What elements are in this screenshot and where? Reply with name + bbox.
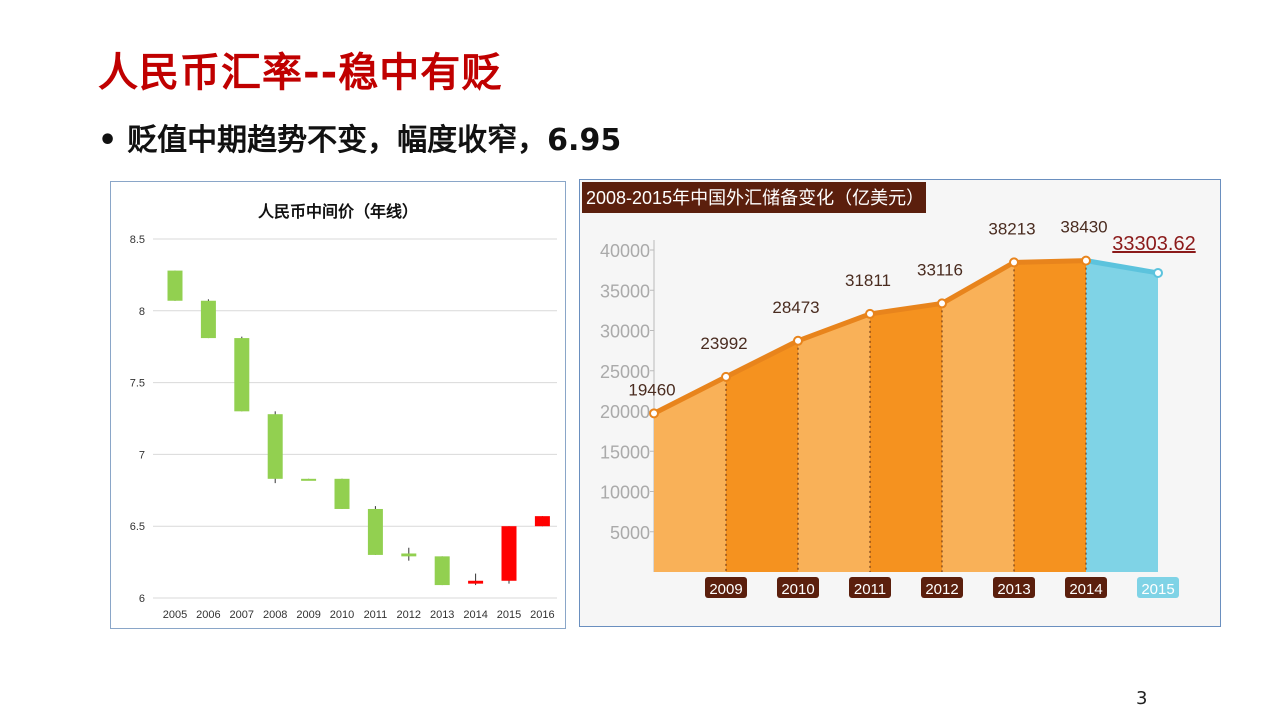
series-line	[1085, 258, 1159, 276]
y-tick-label: 7.5	[130, 378, 145, 390]
x-tick-label: 2008	[263, 609, 287, 621]
chart-title: 人民币中间价（年线）	[258, 202, 418, 221]
data-point	[1081, 255, 1091, 266]
area-segment	[942, 264, 1014, 572]
series-line	[724, 338, 800, 380]
candle-body	[434, 556, 450, 586]
candle-body	[401, 553, 417, 557]
x-tick-label: 2010	[330, 609, 354, 621]
series-line	[1013, 258, 1087, 265]
data-label: 38430	[1060, 218, 1107, 237]
x-tick-label: 2012	[925, 581, 958, 598]
x-label-box	[849, 577, 891, 598]
x-tick-label: 2014	[463, 609, 487, 621]
data-point	[865, 308, 875, 319]
y-tick-label: 6	[139, 593, 145, 605]
x-tick-label: 2005	[163, 609, 187, 621]
data-point	[937, 298, 947, 309]
y-tick-label: 10000	[600, 483, 650, 503]
x-tick-label: 2009	[709, 581, 742, 598]
area-segment	[798, 315, 870, 572]
x-tick-label: 2015	[497, 609, 521, 621]
x-label-box	[921, 577, 963, 598]
y-tick-label: 8.5	[130, 234, 145, 246]
candle-body	[234, 338, 250, 412]
area-segment	[1086, 262, 1158, 572]
y-tick-label: 35000	[600, 281, 650, 301]
series-line	[652, 374, 728, 416]
x-tick-label: 2011	[854, 581, 886, 598]
x-tick-label: 2007	[230, 609, 254, 621]
y-tick-label: 6.5	[130, 521, 145, 533]
slide-title: 人民币汇率--稳中有贬	[98, 50, 503, 96]
y-tick-label: 25000	[600, 362, 650, 382]
data-label: 19460	[628, 380, 675, 399]
candle-body	[501, 526, 517, 581]
area-segment	[726, 342, 798, 572]
x-tick-label: 2011	[364, 609, 388, 621]
bullet-dot: •	[98, 123, 118, 158]
x-tick-label: 2010	[781, 581, 814, 598]
data-point	[649, 408, 659, 419]
candle-body	[267, 414, 283, 479]
y-tick-label: 8	[139, 306, 145, 318]
chart-title: 2008-2015年中国外汇储备变化（亿美元）	[586, 188, 924, 208]
data-point	[1153, 267, 1163, 278]
series-line	[797, 311, 871, 344]
candle-body	[334, 478, 350, 509]
data-point	[793, 335, 803, 346]
series-line	[869, 300, 943, 317]
series-line	[940, 260, 1016, 306]
page-number: 3	[1136, 688, 1148, 709]
candle-body	[200, 300, 216, 339]
candle-body	[534, 516, 550, 527]
area-segment	[654, 378, 726, 572]
x-tick-label: 2016	[530, 609, 554, 621]
y-tick-label: 5000	[610, 523, 650, 543]
x-label-box	[705, 577, 747, 598]
x-tick-label: 2013	[997, 581, 1030, 598]
x-tick-label: 2006	[196, 609, 220, 621]
data-point	[1009, 257, 1019, 268]
data-label: 38213	[988, 219, 1035, 238]
data-label: 33116	[917, 260, 963, 279]
y-tick-label: 15000	[600, 442, 650, 462]
x-tick-label: 2014	[1069, 581, 1102, 598]
y-tick-label: 30000	[600, 322, 650, 342]
bullet-point: • 贬值中期趋势不变，幅度收窄，6.95	[98, 115, 621, 159]
data-point	[721, 371, 731, 382]
x-label-box	[777, 577, 819, 598]
y-tick-label: 7	[139, 449, 145, 461]
data-label: 28473	[772, 298, 819, 317]
candlestick-svg: 人民币中间价（年线） 6 6.5 7 7.5 8 8.5 2005 2006 2007 2008 2…	[130, 202, 557, 621]
x-label-box	[1065, 577, 1107, 598]
x-label-box	[993, 577, 1035, 598]
data-label: 31811	[845, 271, 891, 290]
candle-body	[301, 478, 317, 481]
fx-reserve-chart: 2008-2015年中国外汇储备变化（亿美元） 5000 10000 15000 20…	[579, 179, 1221, 627]
area-chart-svg: 2008-2015年中国外汇储备变化（亿美元） 5000 10000 15000 20…	[582, 182, 1196, 598]
candle-body	[167, 270, 183, 301]
x-tick-label: 2012	[397, 609, 421, 621]
x-tick-label: 2015	[1141, 581, 1174, 598]
candle-body	[367, 508, 383, 555]
chart-title-band	[582, 182, 926, 213]
bullet-text: 贬值中期趋势不变，幅度收窄，6.95	[127, 123, 622, 158]
area-segment	[1014, 262, 1086, 572]
area-segment	[870, 305, 942, 572]
x-tick-label: 2009	[296, 609, 320, 621]
data-label: 33303.62	[1112, 233, 1195, 255]
x-tick-label: 2013	[430, 609, 454, 621]
data-label: 23992	[700, 334, 747, 353]
y-tick-label: 40000	[600, 241, 650, 261]
candle-body	[468, 580, 484, 584]
rmb-candlestick-chart: 人民币中间价（年线） 6 6.5 7 7.5 8 8.5 2005 2006 2007 2008 2…	[110, 181, 566, 629]
x-label-box	[1137, 577, 1179, 598]
y-tick-label: 20000	[600, 402, 650, 422]
